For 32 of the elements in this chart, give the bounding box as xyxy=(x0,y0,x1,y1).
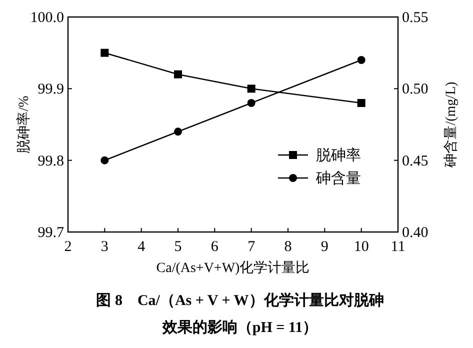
y2-tick-label: 0.45 xyxy=(402,153,428,170)
point xyxy=(247,99,256,107)
legend-label: 脱砷率 xyxy=(316,147,361,164)
x-tick-label: 3 xyxy=(100,239,108,255)
point xyxy=(357,99,366,107)
y-tick-label: 99.8 xyxy=(38,153,64,170)
y2-tick-label: 0.40 xyxy=(402,225,428,241)
point xyxy=(247,84,256,93)
point xyxy=(174,70,182,78)
x-tick-label: 4 xyxy=(138,239,146,255)
y-tick-label: 99.9 xyxy=(38,82,64,98)
x-tick-label: 5 xyxy=(174,239,182,255)
point xyxy=(100,156,109,164)
y2-tick-label: 0.55 xyxy=(402,10,428,26)
point xyxy=(100,48,109,57)
x-tick-label: 7 xyxy=(248,239,256,255)
point xyxy=(174,128,182,136)
x-tick-label: 9 xyxy=(320,239,328,255)
y-tick-label: 100.0 xyxy=(30,10,64,26)
x-tick-label: 6 xyxy=(210,239,219,255)
x-tick-label: 8 xyxy=(284,239,292,255)
y-axis-title: 脱砷率/% xyxy=(16,95,32,154)
x-tick-label: 11 xyxy=(390,239,406,255)
y2-tick-label: 0.50 xyxy=(402,82,428,98)
x-tick-label: 2 xyxy=(64,239,72,255)
text: 图 8 Ca/（As + V + W）化学计量比对脱砷效果的影响（pH = 11） xyxy=(96,292,384,336)
y2-axis-title: 砷含量/(mg/L) xyxy=(443,81,459,168)
x-axis-title: Ca/(As+V+W)化学计量比 xyxy=(156,260,310,276)
x-tick-label: 10 xyxy=(354,239,369,255)
y-tick-label: 99.7 xyxy=(38,225,64,241)
point xyxy=(357,56,366,64)
legend-label: 砷含量 xyxy=(315,170,361,187)
